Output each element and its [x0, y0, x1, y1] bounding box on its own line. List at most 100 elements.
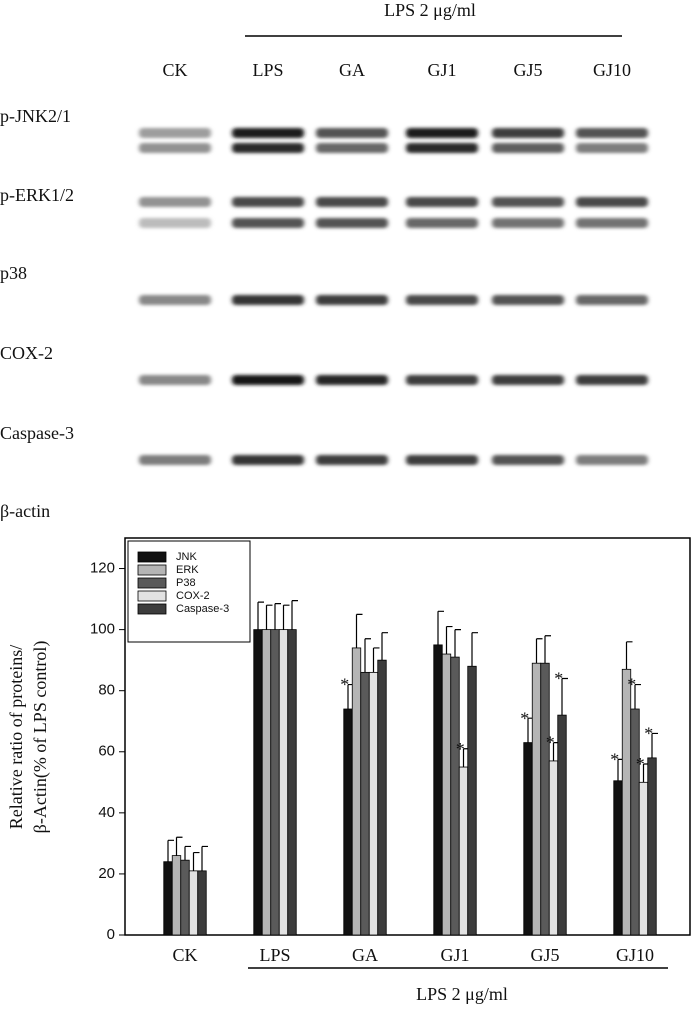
blot-band — [492, 143, 564, 153]
blot-header: LPS 2 μg/ml — [384, 0, 476, 20]
x-tick-label: GJ1 — [440, 945, 469, 965]
x-tick-label: GJ5 — [530, 945, 559, 965]
row-label: COX-2 — [0, 343, 53, 363]
blot-band — [316, 128, 388, 138]
blot-band — [492, 128, 564, 138]
blot-band — [316, 197, 388, 207]
legend-swatch — [137, 564, 167, 576]
lane-label: LPS — [252, 60, 283, 80]
y-tick-label: 120 — [90, 560, 115, 577]
legend-label: ERK — [176, 564, 199, 576]
significance: * — [610, 750, 619, 770]
blot-band — [406, 128, 478, 138]
row-label: p38 — [0, 263, 27, 283]
row-label: p-JNK2/1 — [0, 106, 71, 126]
error-bar — [544, 635, 551, 664]
error-bar — [257, 601, 264, 630]
blot-band — [406, 375, 478, 385]
y-tick-label: 60 — [98, 743, 115, 760]
bar — [450, 656, 460, 936]
bar — [557, 714, 567, 936]
blot-band — [139, 197, 211, 207]
error-bar — [201, 845, 208, 871]
blot-band — [139, 375, 211, 385]
bar — [360, 671, 370, 936]
blot-band — [232, 197, 304, 207]
blot-band — [232, 295, 304, 305]
blot-band — [576, 375, 648, 385]
blot-band — [316, 375, 388, 385]
significance: * — [627, 675, 636, 695]
error-bar — [437, 610, 444, 645]
legend-label: COX-2 — [176, 590, 210, 602]
blot-band — [232, 143, 304, 153]
bar — [548, 760, 559, 936]
error-bar — [364, 638, 371, 673]
blot-band — [139, 455, 211, 465]
bar — [638, 781, 649, 936]
lane-label: GJ5 — [513, 60, 542, 80]
legend-swatch — [137, 603, 167, 615]
error-bar — [381, 632, 388, 661]
bar — [351, 647, 362, 936]
row-label: Caspase-3 — [0, 423, 74, 443]
error-bar — [445, 625, 453, 655]
blot-band — [576, 143, 648, 153]
bar — [540, 662, 550, 936]
bar — [621, 668, 632, 936]
bar — [458, 766, 469, 936]
bar — [647, 757, 657, 936]
error-bar — [355, 613, 363, 648]
plot-frame — [124, 537, 691, 936]
bar — [261, 629, 272, 936]
bar — [613, 780, 623, 936]
blot-band — [316, 455, 388, 465]
y-tick-label: 80 — [98, 682, 115, 699]
legend-swatch — [137, 590, 167, 602]
blot-band — [492, 455, 564, 465]
significance: * — [546, 733, 555, 753]
significance: * — [340, 675, 349, 695]
y-tick-label: 20 — [98, 865, 115, 882]
error-bar — [454, 629, 461, 658]
significance: * — [456, 739, 465, 759]
blot-band — [576, 128, 648, 138]
x-tick-label: CK — [172, 945, 197, 965]
error-bar — [634, 683, 641, 710]
blot-band — [576, 197, 648, 207]
significance: * — [636, 754, 645, 774]
significance: * — [520, 708, 529, 728]
blot-band — [406, 295, 478, 305]
blot-band — [406, 218, 478, 228]
bar — [163, 861, 173, 936]
bar — [270, 629, 280, 936]
y-tick-label: 0 — [107, 926, 115, 943]
lane-label: GJ1 — [427, 60, 456, 80]
bar — [630, 708, 640, 936]
bar — [188, 870, 199, 936]
error-bar — [535, 638, 543, 664]
legend-swatch — [137, 551, 167, 563]
error-bar — [625, 641, 633, 670]
blot-band — [406, 455, 478, 465]
bar — [171, 855, 182, 936]
bar — [253, 629, 263, 936]
blot-band — [232, 128, 304, 138]
blot-band — [316, 295, 388, 305]
legend-label: JNK — [176, 551, 197, 563]
bar — [467, 665, 477, 936]
legend-label: Caspase-3 — [176, 603, 229, 615]
blot-band — [492, 375, 564, 385]
bar — [441, 653, 452, 936]
y-tick-label: 40 — [98, 804, 115, 821]
legend-label: P38 — [176, 577, 196, 589]
group-label: LPS 2 μg/ml — [416, 984, 508, 1004]
blot-band — [232, 375, 304, 385]
x-tick-label: GJ10 — [616, 945, 654, 965]
bar — [180, 859, 190, 936]
blot-band — [139, 143, 211, 153]
blot-band — [139, 218, 211, 228]
error-bar — [175, 836, 183, 856]
bar — [377, 659, 387, 936]
